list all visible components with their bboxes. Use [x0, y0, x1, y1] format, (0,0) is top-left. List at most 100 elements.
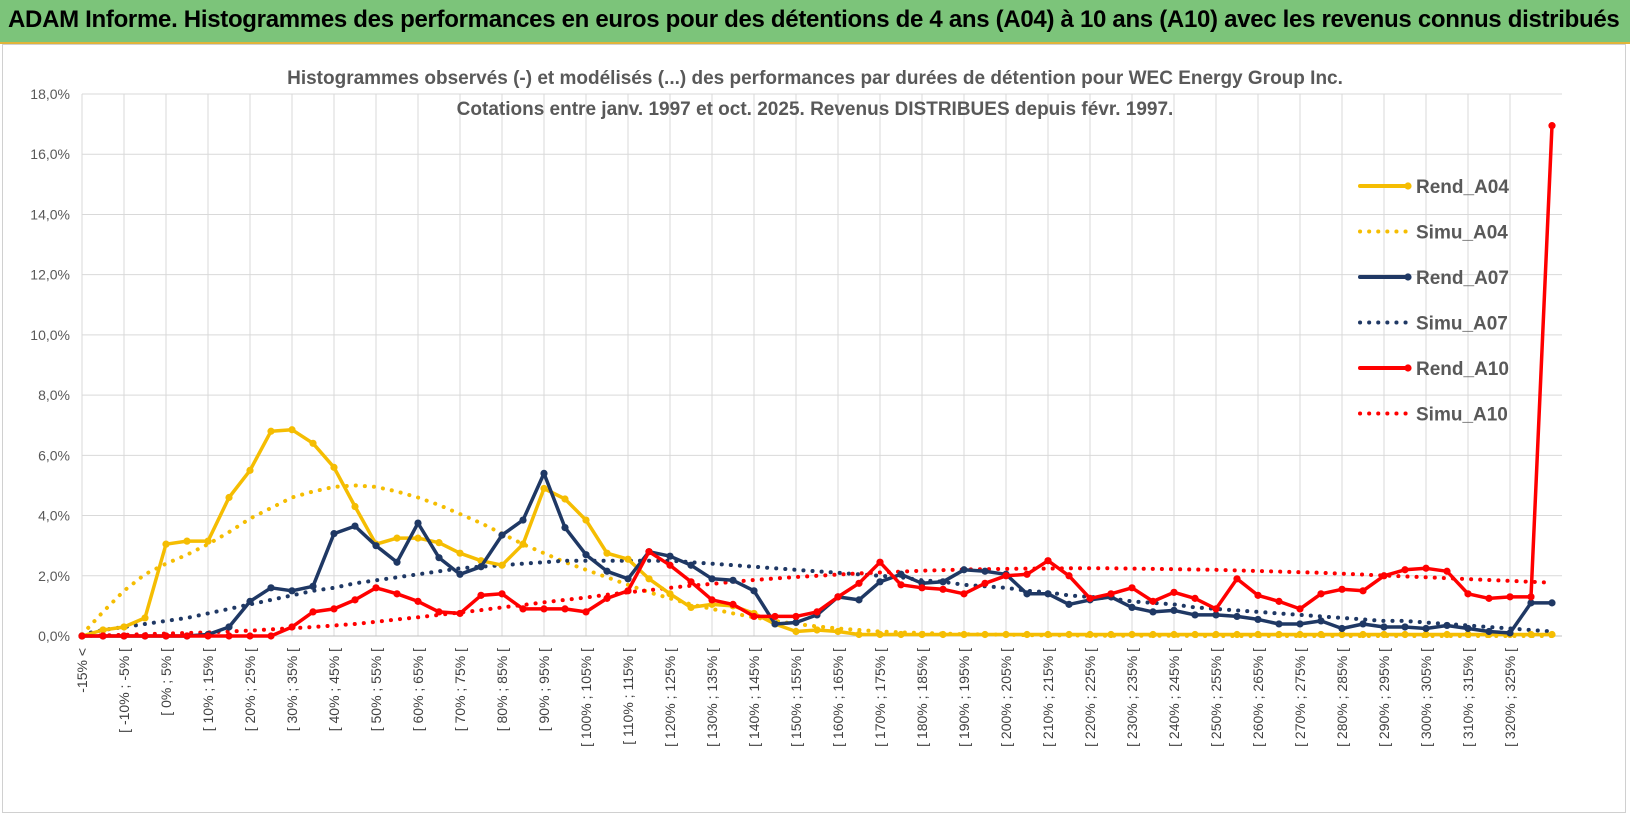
data-point-rend-a07 — [414, 519, 422, 527]
data-point-rend-a10 — [393, 590, 401, 598]
data-point-rend-a10 — [771, 612, 779, 621]
data-point-rend-a07 — [1149, 608, 1157, 616]
data-point-rend-a04 — [1107, 630, 1115, 639]
data-point-rend-a04 — [1275, 630, 1283, 639]
x-axis-ticks: -15% < [ -10% ; -5% [[ 0% ; 5% [[ 10% ; 1… — [74, 648, 1518, 747]
x-tick-label: [ 220% ; 225% [ — [1082, 648, 1098, 747]
data-point-rend-a10 — [1212, 605, 1220, 613]
x-tick-label: [ 110% ; 115% [ — [620, 648, 636, 745]
data-point-rend-a10 — [1086, 594, 1094, 602]
data-point-rend-a07 — [603, 567, 611, 575]
y-tick-label: 18,0% — [30, 86, 70, 102]
x-tick-label: [ 80% ; 85% [ — [494, 648, 510, 731]
series-line-rend-a04 — [80, 427, 1554, 638]
data-point-rend-a04 — [540, 484, 548, 493]
data-point-rend-a10 — [708, 596, 716, 604]
data-point-rend-a04 — [435, 539, 443, 547]
data-point-rend-a10 — [414, 597, 422, 605]
data-point-rend-a10 — [1275, 597, 1283, 605]
data-point-rend-a07 — [708, 575, 716, 583]
chart-title-line1: Histogrammes observés (-) et modélisés (… — [287, 68, 1343, 89]
y-tick-label: 2,0% — [38, 568, 70, 584]
data-point-rend-a10 — [351, 596, 359, 604]
data-point-rend-a04 — [792, 627, 800, 636]
data-point-rend-a04 — [1380, 630, 1388, 639]
data-point-rend-a04 — [1338, 630, 1346, 639]
data-point-rend-a10 — [1380, 572, 1388, 580]
legend-label-simu-a04: Simu_A04 — [1416, 223, 1508, 244]
banner-title: ADAM Informe. Histogrammes des performan… — [8, 6, 1620, 33]
data-point-rend-a07 — [582, 551, 590, 559]
data-point-rend-a10 — [687, 578, 695, 586]
data-point-rend-a07 — [1485, 627, 1493, 636]
data-point-rend-a10 — [1065, 572, 1073, 580]
data-point-rend-a07 — [267, 584, 275, 592]
data-point-rend-a04 — [1212, 630, 1220, 639]
banner: ADAM Informe. Histogrammes des performan… — [0, 0, 1630, 44]
data-point-rend-a07 — [855, 596, 863, 604]
data-point-rend-a07 — [1338, 624, 1346, 633]
x-tick-label: [ 120% ; 125% [ — [662, 648, 678, 747]
data-point-rend-a07 — [351, 522, 359, 530]
data-point-rend-a07 — [1506, 629, 1514, 637]
data-point-rend-a10 — [1191, 594, 1199, 602]
data-point-rend-a10 — [162, 632, 170, 640]
y-axis-ticks: 0,0% 2,0% 4,0% 6,0% 8,0% 10,0% 12,0% 14,0% 16,0%… — [30, 86, 70, 644]
y-tick-label: 6,0% — [38, 447, 70, 463]
data-point-rend-a07 — [939, 578, 947, 586]
x-tick-label: [ 250% ; 255% [ — [1208, 648, 1224, 747]
x-tick-label: [ 200% ; 205% [ — [998, 648, 1014, 747]
y-tick-label: 14,0% — [30, 206, 70, 222]
data-point-rend-a04 — [1170, 630, 1178, 639]
data-point-rend-a04 — [834, 627, 842, 636]
data-point-rend-a10 — [1317, 590, 1325, 598]
data-point-rend-a10 — [183, 632, 191, 640]
x-tick-label: [ 320% ; 325% [ — [1502, 648, 1518, 747]
data-point-rend-a10 — [876, 558, 884, 566]
data-point-rend-a04 — [561, 495, 569, 503]
data-point-rend-a10 — [729, 600, 737, 608]
data-point-rend-a07 — [1527, 599, 1535, 607]
data-point-rend-a07 — [1233, 612, 1241, 621]
data-point-rend-a04 — [876, 630, 884, 639]
data-point-rend-a10 — [603, 594, 611, 602]
data-point-rend-a04 — [855, 630, 863, 639]
x-tick-label: [ 160% ; 165% [ — [830, 648, 846, 747]
data-point-rend-a10 — [1107, 590, 1115, 598]
data-point-rend-a07 — [687, 561, 695, 569]
data-point-rend-a07 — [1443, 621, 1451, 630]
data-point-rend-a10 — [1443, 567, 1451, 575]
x-tick-label: [ 310% ; 315% [ — [1460, 648, 1476, 747]
data-point-rend-a10 — [330, 605, 338, 613]
data-point-rend-a04 — [204, 537, 212, 545]
data-point-rend-a10 — [750, 612, 758, 621]
data-point-rend-a04 — [456, 549, 464, 557]
y-tick-label: 12,0% — [30, 267, 70, 283]
data-point-rend-a04 — [1149, 630, 1157, 639]
data-point-rend-a04 — [309, 439, 317, 447]
data-point-rend-a10 — [99, 632, 107, 640]
data-point-rend-a10 — [855, 579, 863, 587]
data-point-rend-a10 — [897, 581, 905, 589]
data-point-rend-a07 — [372, 542, 380, 550]
x-tick-label: -15% < — [74, 648, 90, 693]
data-point-rend-a10 — [1548, 122, 1556, 130]
data-point-rend-a07 — [876, 578, 884, 586]
data-point-rend-a07 — [1317, 617, 1325, 625]
data-point-rend-a10 — [1359, 587, 1367, 595]
data-point-rend-a04 — [1191, 630, 1199, 639]
data-point-rend-a04 — [1443, 630, 1451, 639]
data-point-rend-a10 — [120, 632, 128, 640]
data-point-rend-a10 — [981, 579, 989, 587]
data-point-rend-a04 — [1317, 630, 1325, 639]
data-point-rend-a10 — [246, 632, 254, 640]
data-point-rend-a07 — [960, 566, 968, 574]
chart-title-line2: Cotations entre janv. 1997 et oct. 2025.… — [457, 99, 1174, 120]
data-point-rend-a10 — [1170, 588, 1178, 596]
x-tick-label: [ 300% ; 305% [ — [1418, 648, 1434, 747]
data-point-rend-a07 — [1359, 620, 1367, 628]
data-point-rend-a04 — [687, 603, 695, 611]
data-point-rend-a04 — [1002, 630, 1010, 639]
data-point-rend-a04 — [1128, 630, 1136, 639]
data-point-rend-a04 — [519, 540, 527, 548]
